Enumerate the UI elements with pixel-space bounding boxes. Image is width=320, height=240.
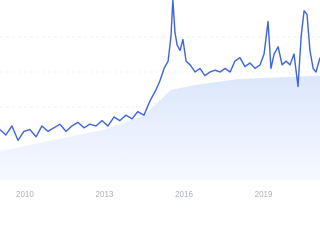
- x-tick-label: 2010: [16, 190, 34, 199]
- chart: 2010 2013 2016 2019: [0, 0, 320, 199]
- x-tick-label: 2013: [96, 190, 114, 199]
- data-line: [0, 0, 320, 142]
- x-tick-label: 2019: [255, 190, 273, 199]
- trend-area: [0, 75, 320, 180]
- x-tick-label: 2016: [175, 190, 193, 199]
